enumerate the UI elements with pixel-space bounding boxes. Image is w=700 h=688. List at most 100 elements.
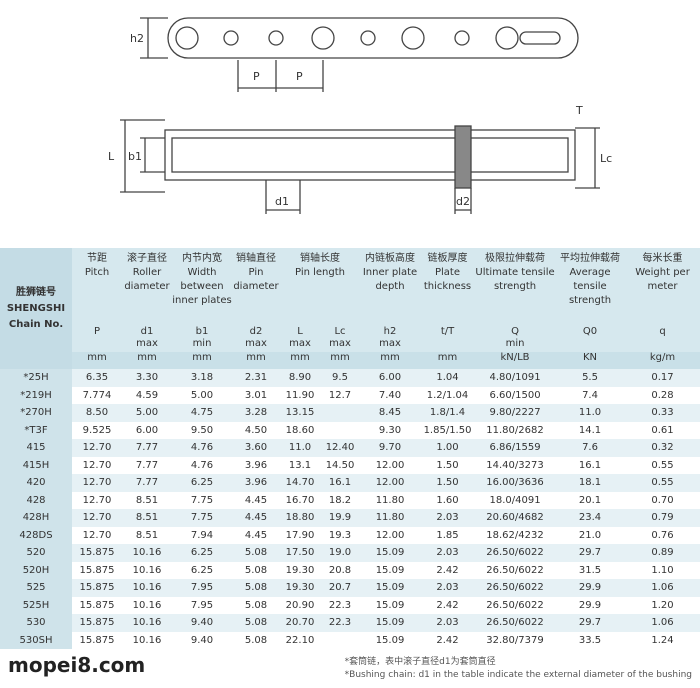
table-cell: 4.45 — [244, 529, 268, 541]
table-cell: 0.55 — [651, 459, 674, 471]
header-cn: 内节内宽 — [182, 253, 222, 264]
header-en: Ultimate tensile strength — [475, 267, 555, 292]
table-cell — [320, 422, 360, 440]
table-cell: 14.50 — [325, 459, 355, 471]
unit: mm — [280, 352, 320, 369]
table-cell: 7.77 — [122, 439, 172, 457]
table-cell: 15.09 — [360, 579, 421, 597]
table-cell: 10.16 — [122, 544, 172, 562]
unit: mm — [72, 352, 122, 369]
table-cell: 12.7 — [328, 389, 352, 401]
table-cell: 4.45 — [232, 509, 280, 527]
header-cn: 链板厚度 — [427, 253, 468, 264]
table-cell: 18.62/4232 — [486, 529, 544, 541]
table-row: 428H 12.70 8.51 7.75 4.45 18.80 19.9 11.80 2.03 2… — [0, 509, 700, 527]
table-cell: 6.25 — [190, 564, 214, 576]
table-cell: 0.70 — [651, 494, 674, 506]
label: Lc — [600, 152, 612, 165]
table-cell: 0.33 — [625, 404, 700, 422]
table-cell: 2.03 — [420, 579, 476, 597]
table-cell: 2.03 — [420, 614, 476, 632]
symbol: Q0 — [582, 326, 598, 337]
table-row: 520H 15.875 10.16 6.25 5.08 19.30 20.8 15.09 2.4… — [0, 561, 700, 579]
group-header: 内链板高度 Inner plate depth — [360, 248, 421, 326]
unit: mm — [420, 352, 476, 369]
unit: kN/LB — [475, 352, 556, 369]
table-cell: 7.77 — [135, 459, 159, 471]
table-cell: 9.80/2227 — [475, 404, 556, 422]
table-cell: 9.40 — [172, 614, 232, 632]
table-cell: 16.1 — [578, 459, 602, 471]
header-cn: 滚子直径 — [127, 253, 167, 264]
table-cell: 20.90 — [285, 599, 315, 611]
table-cell: 7.95 — [172, 579, 232, 597]
table-cell: 26.50/6022 — [475, 544, 556, 562]
unit: mm — [232, 352, 280, 369]
table-cell: 8.90 — [280, 369, 320, 387]
table-cell: 12.70 — [72, 509, 122, 527]
table-cell: 26.50/6022 — [486, 564, 544, 576]
table-cell: 26.50/6022 — [475, 614, 556, 632]
table-cell: 3.18 — [172, 369, 232, 387]
symbol: h2 — [383, 326, 397, 337]
table-cell: 7.40 — [378, 389, 402, 401]
table-cell: 0.32 — [625, 439, 700, 457]
table-cell: 6.00 — [360, 369, 421, 387]
table-row: 525 15.875 10.16 7.95 5.08 19.30 20.7 15.09 2.03… — [0, 579, 700, 597]
table-cell: 415 — [0, 439, 72, 457]
table-cell: 19.3 — [328, 529, 352, 541]
table-cell: 3.30 — [122, 369, 172, 387]
table-cell: 10.16 — [132, 599, 162, 611]
table-row: 530 15.875 10.16 9.40 5.08 20.70 22.3 15.09 2.03… — [0, 614, 700, 632]
unit: kg/m — [625, 352, 700, 369]
table-cell: 14.40/3273 — [486, 459, 544, 471]
table-cell: 18.1 — [555, 474, 626, 492]
header-en: Pitch — [84, 267, 110, 278]
table-cell: 7.6 — [555, 439, 626, 457]
group-header: 每米长重 Weight per meter — [625, 248, 700, 326]
table-cell: 6.86/1559 — [475, 439, 556, 457]
table-cell: 19.30 — [285, 564, 315, 576]
table-cell: 3.60 — [232, 439, 280, 457]
table-cell: 0.76 — [651, 529, 674, 541]
table-cell: 0.79 — [625, 509, 700, 527]
table-cell: 428H — [0, 509, 72, 527]
table-cell: 15.09 — [375, 564, 405, 576]
table-cell: 20.8 — [328, 564, 352, 576]
limit: min — [505, 338, 525, 349]
symbol: t/T — [440, 326, 455, 337]
table-cell: 12.70 — [82, 494, 112, 506]
symbol-cell: b1 min — [172, 326, 232, 352]
table-cell: 12.70 — [82, 459, 112, 471]
table-row: 428DS 12.70 8.51 7.94 4.45 17.90 19.3 12.00 1.85… — [0, 526, 700, 544]
symbol-cell: t/T — [420, 326, 476, 352]
symbol-cell: P — [72, 326, 122, 352]
table-cell — [320, 404, 361, 422]
table-cell: 6.60/1500 — [489, 389, 541, 401]
unit: KN — [555, 352, 626, 369]
group-header: 销轴直径 Pin diameter — [232, 248, 280, 326]
table-cell: 2.42 — [436, 634, 459, 646]
table-cell: 18.2 — [328, 494, 352, 506]
table-cell: 20.1 — [578, 494, 602, 506]
symbol-cell: Q0 — [555, 326, 626, 352]
table-cell: 428DS — [0, 526, 72, 544]
table-cell: 14.70 — [280, 474, 320, 492]
symbol: L — [297, 326, 303, 337]
table-cell: 17.90 — [285, 529, 315, 541]
limit: max — [245, 338, 267, 349]
symbol: d1 — [140, 326, 154, 337]
limit: max — [289, 338, 311, 349]
table-cell: 7.774 — [82, 389, 112, 401]
header-en: Plate thickness — [423, 267, 472, 292]
table-cell: 11.0 — [280, 439, 320, 457]
unit: mm — [360, 352, 421, 369]
table-cell: 1.06 — [625, 579, 700, 597]
table-cell: 3.01 — [244, 389, 268, 401]
symbol-cell: d2 max — [232, 326, 280, 352]
table-cell: 7.95 — [190, 599, 214, 611]
table-cell: 10.16 — [122, 614, 172, 632]
limit: max — [379, 338, 401, 349]
label: b1 — [128, 150, 142, 163]
